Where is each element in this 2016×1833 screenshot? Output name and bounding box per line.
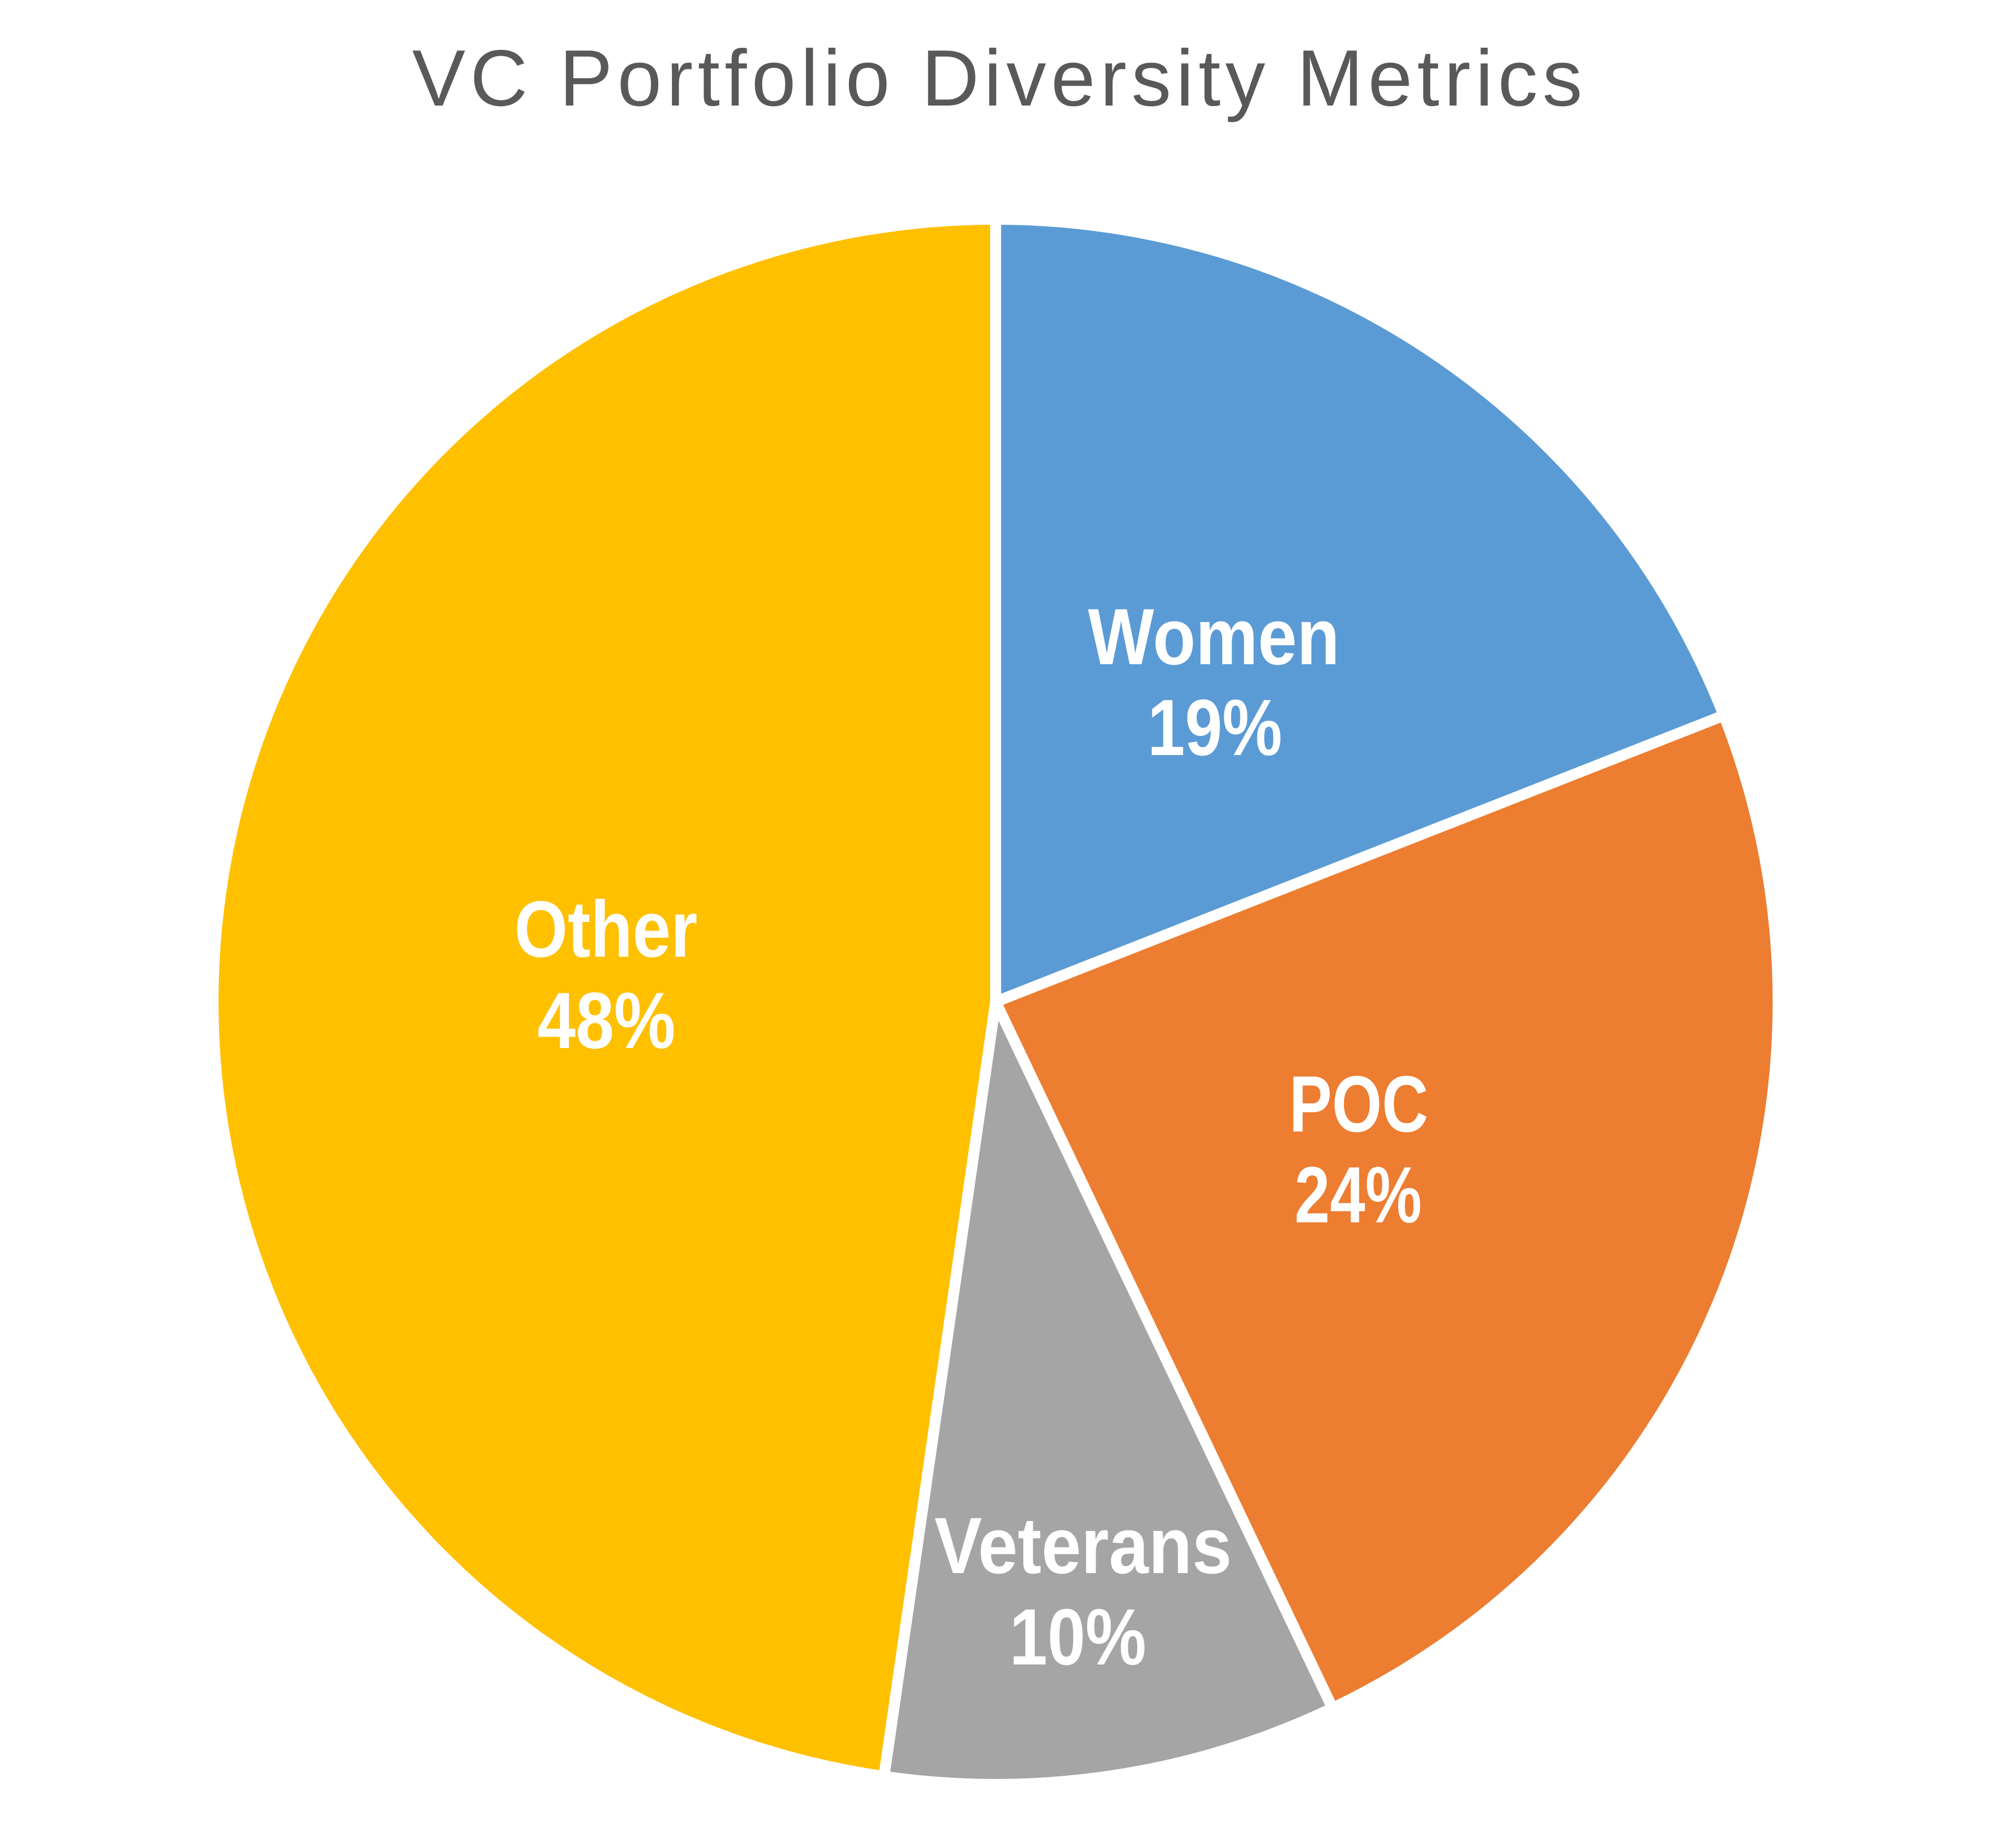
svg-text:24%: 24% [1295,1151,1422,1240]
svg-text:Women: Women [1088,593,1339,682]
svg-text:Other: Other [514,885,698,974]
svg-text:19%: 19% [1148,683,1282,772]
svg-text:POC: POC [1289,1060,1428,1149]
svg-text:VC Portfolio Diversity Metrics: VC Portfolio Diversity Metrics [412,34,1587,123]
svg-text:10%: 10% [1010,1593,1147,1682]
svg-text:Veterans: Veterans [934,1501,1232,1590]
svg-text:48%: 48% [537,976,675,1065]
